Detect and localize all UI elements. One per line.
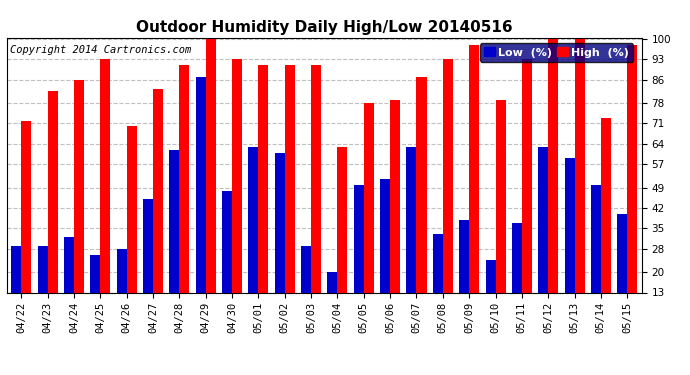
Bar [117, 249, 127, 292]
Bar [417, 77, 426, 292]
Bar [311, 65, 321, 292]
Bar [564, 159, 575, 292]
Bar [548, 39, 558, 292]
Bar [127, 126, 137, 292]
Bar [522, 59, 532, 292]
Bar [459, 220, 469, 292]
Legend: Low  (%), High  (%): Low (%), High (%) [480, 43, 633, 62]
Bar [275, 153, 285, 292]
Bar [390, 100, 400, 292]
Bar [248, 147, 259, 292]
Bar [337, 147, 348, 292]
Bar [222, 190, 232, 292]
Bar [259, 65, 268, 292]
Bar [38, 246, 48, 292]
Bar [11, 246, 21, 292]
Bar [591, 184, 601, 292]
Bar [601, 118, 611, 292]
Bar [364, 103, 374, 292]
Bar [538, 147, 548, 292]
Bar [48, 92, 58, 292]
Bar [443, 59, 453, 292]
Bar [74, 80, 84, 292]
Bar [354, 184, 364, 292]
Bar [196, 77, 206, 292]
Bar [143, 199, 153, 292]
Bar [301, 246, 311, 292]
Bar [206, 39, 216, 292]
Bar [433, 234, 443, 292]
Text: Copyright 2014 Cartronics.com: Copyright 2014 Cartronics.com [10, 45, 191, 55]
Bar [486, 261, 495, 292]
Bar [406, 147, 417, 292]
Bar [90, 255, 101, 292]
Bar [179, 65, 190, 292]
Bar [328, 272, 337, 292]
Title: Outdoor Humidity Daily High/Low 20140516: Outdoor Humidity Daily High/Low 20140516 [136, 20, 513, 35]
Bar [575, 39, 584, 292]
Bar [512, 222, 522, 292]
Bar [232, 59, 242, 292]
Bar [617, 214, 627, 292]
Bar [469, 45, 479, 292]
Bar [153, 88, 163, 292]
Bar [380, 179, 390, 292]
Bar [64, 237, 74, 292]
Bar [21, 120, 32, 292]
Bar [285, 65, 295, 292]
Bar [101, 59, 110, 292]
Bar [495, 100, 506, 292]
Bar [170, 150, 179, 292]
Bar [627, 45, 638, 292]
